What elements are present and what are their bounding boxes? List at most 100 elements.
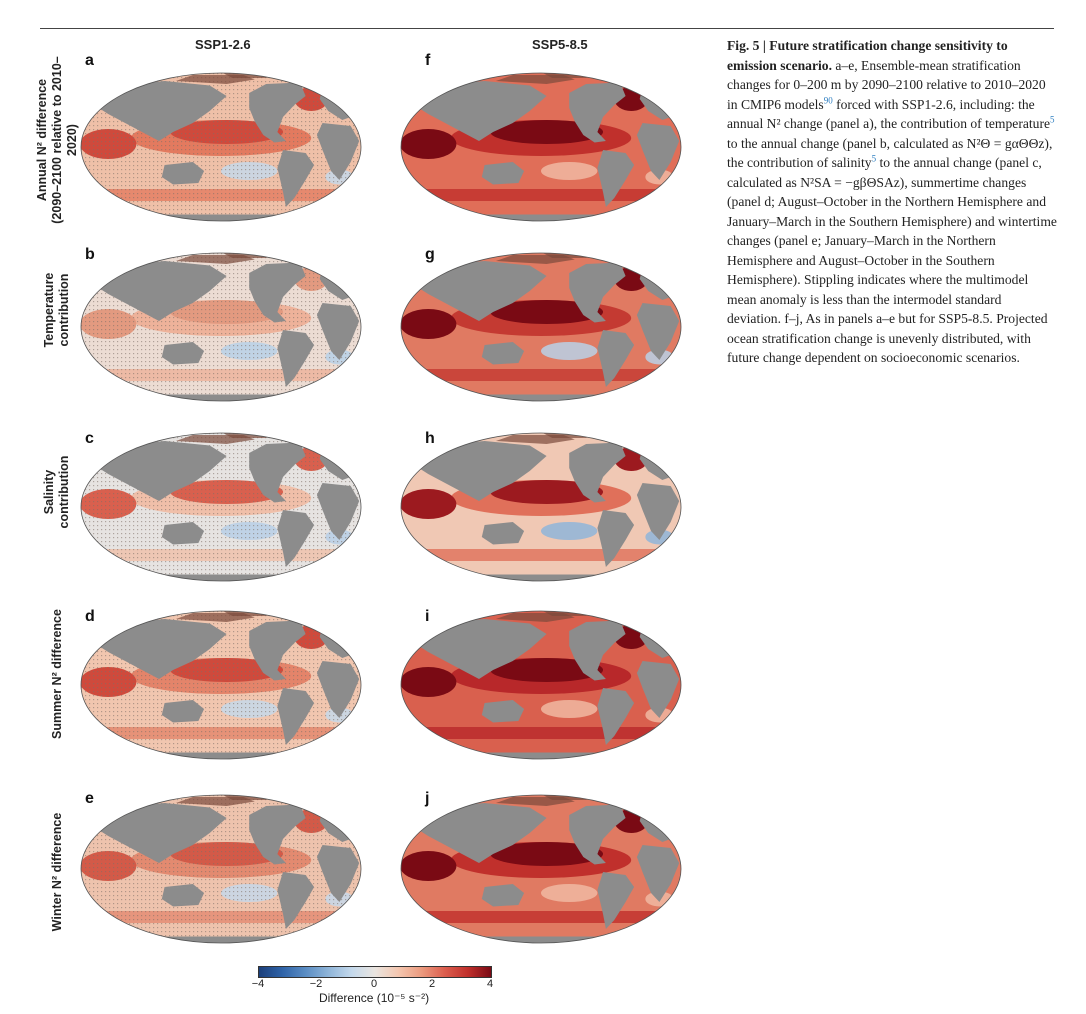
colorbar-label: Difference (10⁻⁵ s⁻²) [318,991,430,1005]
land-africa [636,845,680,902]
map-panel-j [400,794,682,944]
colorbar-tick: 2 [428,978,436,990]
land-southAmerica [277,872,315,929]
colorbar-tick: 4 [486,978,494,990]
tropical-core [490,658,604,682]
land-northAmerica [249,442,306,503]
row-label-line2: contribution [57,455,71,529]
land-eurasia [414,619,547,679]
land-eurasia [94,803,227,863]
land-eurasia [414,261,547,321]
map-outline [80,72,362,222]
cool-patch [541,162,598,180]
panel-letter-f: f [425,52,431,69]
caption-ref[interactable]: 90 [823,94,833,105]
land-northAmerica [249,262,306,323]
land-northAmerica [569,442,626,503]
map-body [81,253,361,401]
row-label-line1: Annual N² difference [34,78,49,202]
cool-patch [541,700,598,718]
cool-patch [541,522,598,540]
row-label-line1: Salinity [42,469,56,515]
colorbar-tick: 0 [370,978,378,990]
land-northAmerica [569,262,626,323]
panel-letter-j: j [425,790,430,807]
panel-letter-i: i [425,608,430,625]
map-outline [80,252,362,402]
panel-letter-c: c [85,430,94,447]
cool-patch [541,342,598,360]
row-label-line2: contribution [57,273,71,347]
map-outline [400,432,682,582]
land-northAmerica [569,82,626,143]
panel-letter-h: h [425,430,435,447]
land-africa [636,303,680,360]
land-australia [161,522,205,545]
map-outline [80,610,362,760]
colorbar-tick: −4 [251,978,265,990]
caption-ref[interactable]: 5 [871,153,877,164]
land-northAmerica [249,620,306,681]
map-panel-g [400,252,682,402]
map-panel-f [400,72,682,222]
land-africa [316,303,360,360]
row-label-line1: Summer N² difference [49,609,64,739]
caption-text-4: to the annual change (panel c, calculate… [727,155,1057,365]
map-outline [400,794,682,944]
land-africa [316,123,360,180]
land-southAmerica [597,872,635,929]
map-body [81,611,361,759]
indian-ocean-core [401,851,457,881]
row-label-line1: Winter N² difference [49,812,64,932]
land-northAmerica [569,804,626,865]
land-eurasia [94,81,227,141]
map-body [401,611,681,759]
map-outline [80,432,362,582]
colorbar [258,966,492,978]
land-australia [481,522,525,545]
land-northAmerica [249,804,306,865]
panel-letter-e: e [85,790,94,807]
land-northAmerica [569,620,626,681]
tropical-core [490,120,604,144]
map-panel-e [80,794,362,944]
land-southAmerica [277,330,315,387]
panel-letter-a: a [85,52,94,69]
indian-ocean-core [401,309,457,339]
land-eurasia [414,441,547,501]
map-body [401,433,681,581]
colorbar-tick: −2 [309,978,323,990]
top-rule [40,28,1054,29]
land-australia [481,884,525,907]
map-panel-b [80,252,362,402]
row-label-salinity: Salinity contribution [33,397,81,587]
row-label-summer: Summer N² difference [33,579,81,769]
land-africa [636,123,680,180]
panel-letter-g: g [425,246,435,263]
row-label-winter: Winter N² difference [33,777,81,967]
land-eurasia [414,81,547,141]
tropical-core [490,300,604,324]
caption-title: Fig. 5 | Future stratification change se… [727,38,1008,73]
indian-ocean-core [401,489,457,519]
tropical-core [490,480,604,504]
land-australia [481,700,525,723]
row-label-line2: (2090–2100 relative to 2010–2020) [49,56,79,224]
caption-text-3: to the annual change (panel b, calculate… [727,135,1053,171]
land-africa [316,483,360,540]
land-africa [316,845,360,902]
land-eurasia [414,803,547,863]
tropical-core [490,842,604,866]
row-label-temperature: Temperature contribution [33,215,81,405]
map-body [81,73,361,221]
caption-ref[interactable]: 5 [1050,114,1055,125]
land-southAmerica [277,150,315,207]
land-africa [636,661,680,718]
column-header-ssp585: SSP5-8.5 [532,37,588,52]
map-panel-c [80,432,362,582]
land-australia [481,342,525,365]
map-body [401,73,681,221]
indian-ocean-core [401,667,457,697]
map-body [81,795,361,943]
land-southAmerica [597,510,635,567]
